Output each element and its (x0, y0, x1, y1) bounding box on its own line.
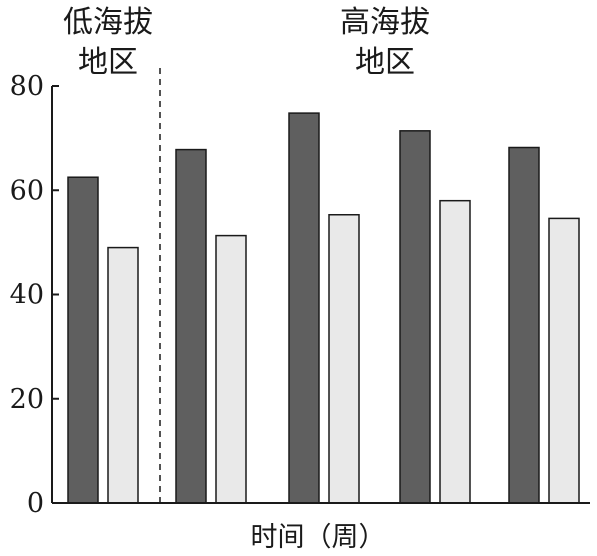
bar-series-1-group-5 (508, 146, 540, 504)
bar-series-1-group-2 (175, 148, 207, 504)
y-tick-label: 20 (10, 384, 44, 415)
bar-series-2-group-4 (439, 199, 471, 504)
bar-series-2-group-5 (548, 217, 580, 504)
bar-series-2-group-2 (215, 234, 247, 504)
y-ticks: 0 20 40 60 80 (10, 71, 59, 519)
y-tick-label: 60 (10, 175, 44, 206)
region-label-1-line-1: 低海拔 (63, 5, 153, 40)
bar-series-2-group-1 (107, 246, 139, 504)
bar-series-1-group-1 (67, 176, 99, 504)
region-label-2-line-1: 高海拔 (340, 5, 430, 40)
region-label-1-line-2: 地区 (78, 45, 138, 80)
x-axis-label: 时间（周） (251, 522, 386, 553)
y-tick-label: 40 (10, 280, 44, 311)
region-label-2-line-2: 地区 (355, 45, 415, 80)
bar-series-1-group-4 (399, 130, 431, 504)
bars (67, 112, 580, 504)
bar-series-2-group-3 (328, 213, 360, 504)
y-tick-label: 80 (10, 71, 44, 102)
bar-series-1-group-3 (288, 112, 320, 504)
y-tick-label: 0 (27, 488, 44, 519)
